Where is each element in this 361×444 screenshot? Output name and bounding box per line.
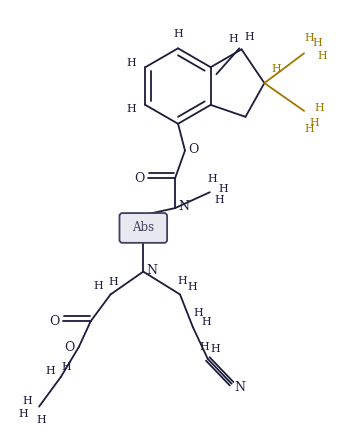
Text: H: H — [109, 277, 118, 286]
Text: H: H — [36, 416, 46, 425]
Text: H: H — [18, 408, 28, 419]
Text: H: H — [304, 33, 314, 44]
Text: H: H — [229, 35, 239, 44]
Text: H: H — [245, 32, 255, 43]
Text: H: H — [94, 281, 104, 292]
Text: O: O — [49, 315, 59, 328]
Text: H: H — [177, 276, 187, 285]
Text: O: O — [134, 172, 144, 185]
Text: H: H — [312, 38, 322, 48]
Text: H: H — [61, 362, 71, 372]
Text: H: H — [314, 103, 324, 113]
Text: Abs: Abs — [132, 222, 155, 234]
Text: N: N — [234, 381, 245, 394]
Text: O: O — [189, 143, 199, 156]
Text: H: H — [304, 124, 314, 134]
Text: O: O — [65, 341, 75, 353]
Text: H: H — [127, 104, 136, 114]
Text: H: H — [317, 52, 327, 61]
Text: H: H — [173, 29, 183, 40]
Text: H: H — [309, 118, 319, 128]
Text: H: H — [193, 308, 203, 318]
Text: H: H — [215, 195, 225, 205]
Text: H: H — [211, 344, 221, 354]
Text: N: N — [178, 200, 190, 213]
Text: H: H — [271, 64, 281, 74]
Text: H: H — [127, 58, 136, 68]
Text: N: N — [147, 264, 158, 277]
Text: H: H — [208, 174, 218, 184]
FancyBboxPatch shape — [119, 213, 167, 243]
Text: H: H — [201, 317, 211, 327]
Text: H: H — [22, 396, 32, 406]
Text: H: H — [219, 184, 229, 194]
Text: H: H — [199, 342, 209, 352]
Text: H: H — [45, 366, 55, 376]
Text: H: H — [187, 282, 197, 293]
